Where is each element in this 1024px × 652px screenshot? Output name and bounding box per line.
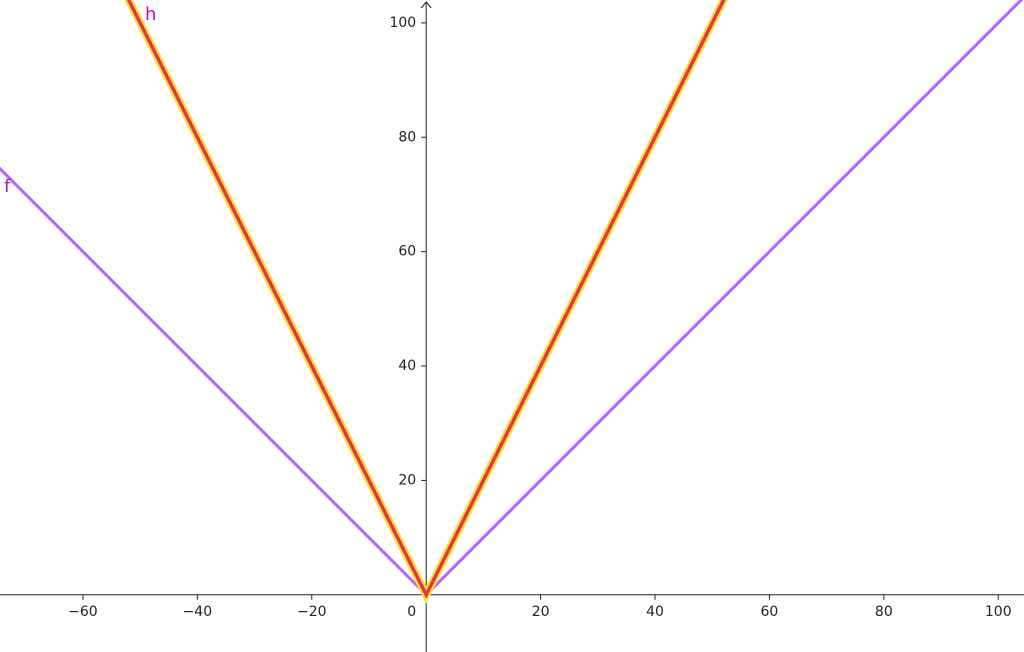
x-tick-label: 60 bbox=[761, 604, 779, 620]
x-tick-label: 80 bbox=[875, 604, 893, 620]
series-label: h bbox=[145, 4, 156, 25]
x-tick-label: −40 bbox=[183, 604, 213, 620]
x-tick-label: 100 bbox=[985, 604, 1012, 620]
x-tick-label: 0 bbox=[407, 604, 416, 620]
y-tick-label: 40 bbox=[398, 358, 416, 374]
y-tick-label: 80 bbox=[398, 129, 416, 145]
x-tick-label: 20 bbox=[532, 604, 550, 620]
plot-area bbox=[0, 0, 1024, 604]
x-tick-label: −20 bbox=[297, 604, 327, 620]
y-tick-label: 60 bbox=[398, 244, 416, 260]
highlight bbox=[124, 0, 729, 604]
series-label: f bbox=[4, 176, 11, 197]
y-tick-label: 100 bbox=[389, 15, 416, 31]
y-tick-label: 20 bbox=[398, 472, 416, 488]
axis-arrow bbox=[420, 1, 432, 9]
x-tick-label: −60 bbox=[68, 604, 98, 620]
x-tick-label: 40 bbox=[646, 604, 664, 620]
series-line bbox=[126, 0, 726, 599]
series-line bbox=[0, 0, 1024, 597]
